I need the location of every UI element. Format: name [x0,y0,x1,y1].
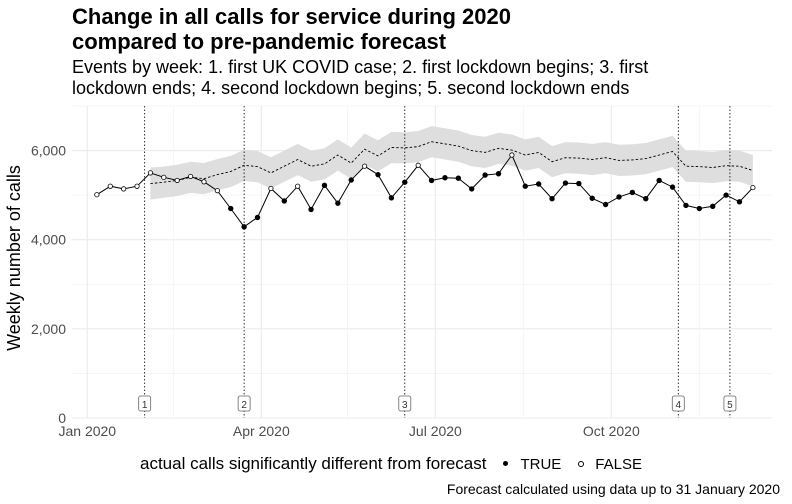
y-tick-label: 0 [58,410,66,426]
actual-point-significant [683,202,689,209]
actual-point-significant [495,171,502,177]
actual-point-significant [281,198,287,204]
event-label-box [237,395,251,412]
actual-point-significant [549,196,555,202]
y-axis-label: Weekly number of calls [4,165,24,351]
actual-point-significant [308,206,314,213]
chart-subtitle-line2: lockdown ends; 4. second lockdown begins… [72,78,630,98]
event-label: 1 [142,400,148,411]
actual-point-significant [723,192,729,198]
legend-label-true: TRUE [520,455,562,473]
actual-point-not-significant [415,162,421,168]
event-label-box [138,395,152,412]
actual-point-significant [455,175,462,181]
actual-point-not-significant [750,184,756,191]
actual-point-significant [482,172,488,178]
x-tick-label: Oct 2020 [583,423,640,439]
legend-title: actual calls significantly different fro… [140,454,487,473]
actual-point-significant [241,224,247,230]
actual-point-significant [562,180,569,186]
actual-point-not-significant [174,177,180,184]
legend-item-false: FALSE [575,456,642,473]
actual-point-significant [228,205,234,212]
actual-point-significant [254,214,261,221]
actual-point-significant [335,200,341,206]
actual-point-significant [589,195,595,201]
actual-point-significant [375,171,381,178]
actual-point-not-significant [295,183,301,189]
actual-point-significant [643,196,649,202]
x-tick-label: Jan 2020 [58,423,116,439]
x-tick-label: Apr 2020 [233,423,290,439]
event-label: 2 [241,400,247,411]
chart-caption: Forecast calculated using data up to 31 … [446,481,780,497]
actual-point-not-significant [121,186,127,192]
actual-point-significant [402,179,408,185]
actual-point-not-significant [214,188,220,194]
actual-point-significant [736,199,743,205]
event-label-box [398,395,412,412]
forecast-interval-band [150,126,753,200]
actual-point-significant [669,184,676,190]
actual-point-significant [522,183,528,189]
chart-title-line1: Change in all calls for service during 2… [72,4,511,29]
actual-point-significant [469,186,475,192]
y-tick-label: 4,000 [31,232,66,248]
actual-point-significant [535,181,542,187]
actual-point-significant [656,177,662,184]
actual-point-not-significant [268,185,274,192]
actual-point-not-significant [362,163,368,169]
actual-point-significant [388,195,395,201]
y-tick-label: 2,000 [31,321,66,337]
actual-point-significant [629,189,636,196]
actual-point-not-significant [94,192,100,198]
event-label: 3 [402,400,408,411]
actual-point-not-significant [201,179,207,185]
actual-point-significant [428,177,435,184]
legend-key-filled-point [500,458,512,470]
event-label: 5 [727,400,733,411]
event-label-box [671,395,685,412]
legend-key-hollow-point [575,458,587,470]
actual-point-significant [710,203,716,209]
event-label: 4 [676,400,682,411]
actual-point-significant [576,180,582,187]
event-label-box [723,395,737,412]
actual-point-significant [602,201,609,208]
legend: actual calls significantly different fro… [140,454,642,474]
actual-point-significant [348,177,354,183]
chart-title-line2: compared to pre-pandemic forecast [72,29,447,54]
actual-point-significant [616,194,622,200]
x-tick-label: Jul 2020 [409,423,462,439]
actual-point-not-significant [187,173,194,180]
actual-point-not-significant [509,152,515,158]
legend-item-true: TRUE [500,456,561,473]
y-tick-label: 6,000 [31,143,66,159]
actual-point-not-significant [161,174,167,180]
actual-point-not-significant [147,170,154,176]
actual-point-significant [696,205,703,212]
actual-point-not-significant [134,183,140,189]
actual-point-not-significant [107,183,113,189]
legend-label-false: FALSE [595,455,642,473]
chart-subtitle-line1: Events by week: 1. first UK COVID case; … [72,57,649,77]
actual-point-significant [442,175,448,181]
actual-point-significant [321,182,328,189]
